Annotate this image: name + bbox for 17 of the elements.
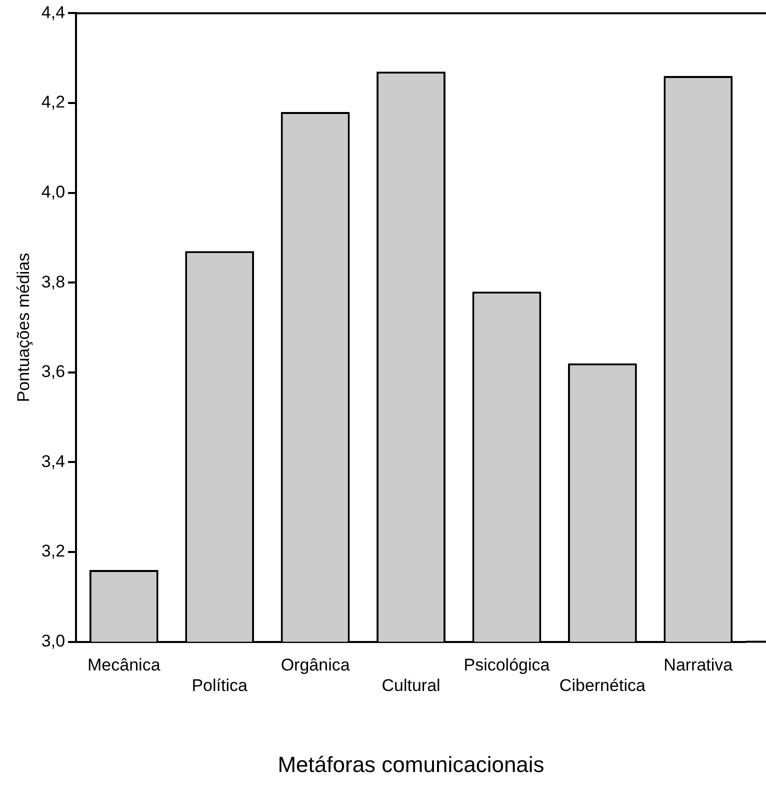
y-axis-title: Pontuações médias [14,252,33,402]
y-tick-label: 3,0 [41,631,66,650]
x-tick-label: Cibernética [559,676,646,696]
x-tick-label: Cultural [382,676,440,696]
y-tick-label: 3,2 [41,542,66,561]
x-tick-label: Mecânica [88,656,161,675]
x-tick-label: Orgânica [280,656,350,675]
y-tick-label: 4,2 [41,92,66,112]
y-tick-label: 3,6 [41,362,66,382]
y-tick-label: 3,4 [41,452,66,471]
x-tick-label: Psicológica [464,656,550,675]
y-tick-label: 3,8 [41,272,66,292]
y-tick-label: 4,0 [41,182,66,202]
x-axis-title: Metáforas comunicacionais [278,752,544,777]
x-tick-label: Narrativa [664,656,734,675]
x-tick-label: Política [192,676,248,696]
y-tick-label: 4,4 [41,2,66,22]
